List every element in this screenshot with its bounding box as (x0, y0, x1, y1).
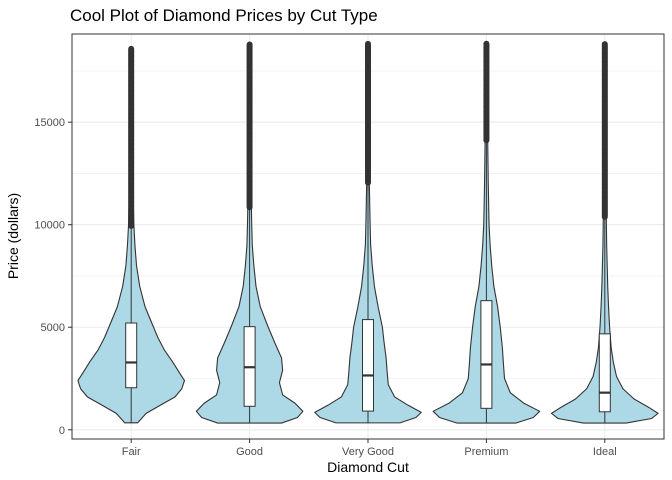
violins (77, 40, 659, 424)
violin-group-fair (77, 45, 186, 424)
x-tick-label: Good (236, 446, 263, 458)
y-axis-title: Price (dollars) (5, 193, 21, 279)
x-axis-title: Diamond Cut (327, 459, 409, 475)
outlier-point (601, 41, 608, 48)
y-tick-label: 0 (59, 425, 65, 437)
outlier-point (483, 40, 490, 47)
outlier-point (128, 45, 135, 52)
x-tick-label: Premium (464, 446, 508, 458)
x-axis: Fair Good Very Good Premium Ideal (122, 439, 617, 458)
y-tick-label: 10000 (34, 220, 65, 232)
y-tick-label: 5000 (41, 322, 65, 334)
y-axis: 0 5000 10000 15000 (34, 117, 72, 437)
violin-group-very-good (314, 40, 422, 424)
box (362, 319, 374, 412)
violin-group-good (195, 41, 304, 424)
x-tick-label: Ideal (593, 446, 617, 458)
box (125, 322, 138, 389)
box (480, 300, 493, 409)
violin-group-premium (432, 40, 541, 424)
outlier-point (246, 41, 253, 48)
y-tick-label: 15000 (34, 117, 65, 129)
x-tick-label: Very Good (342, 446, 394, 458)
x-tick-label: Fair (122, 446, 141, 458)
outlier-point (365, 40, 371, 47)
violin-group-ideal (550, 41, 659, 424)
chart-title: Cool Plot of Diamond Prices by Cut Type (70, 6, 378, 25)
box (598, 333, 611, 413)
